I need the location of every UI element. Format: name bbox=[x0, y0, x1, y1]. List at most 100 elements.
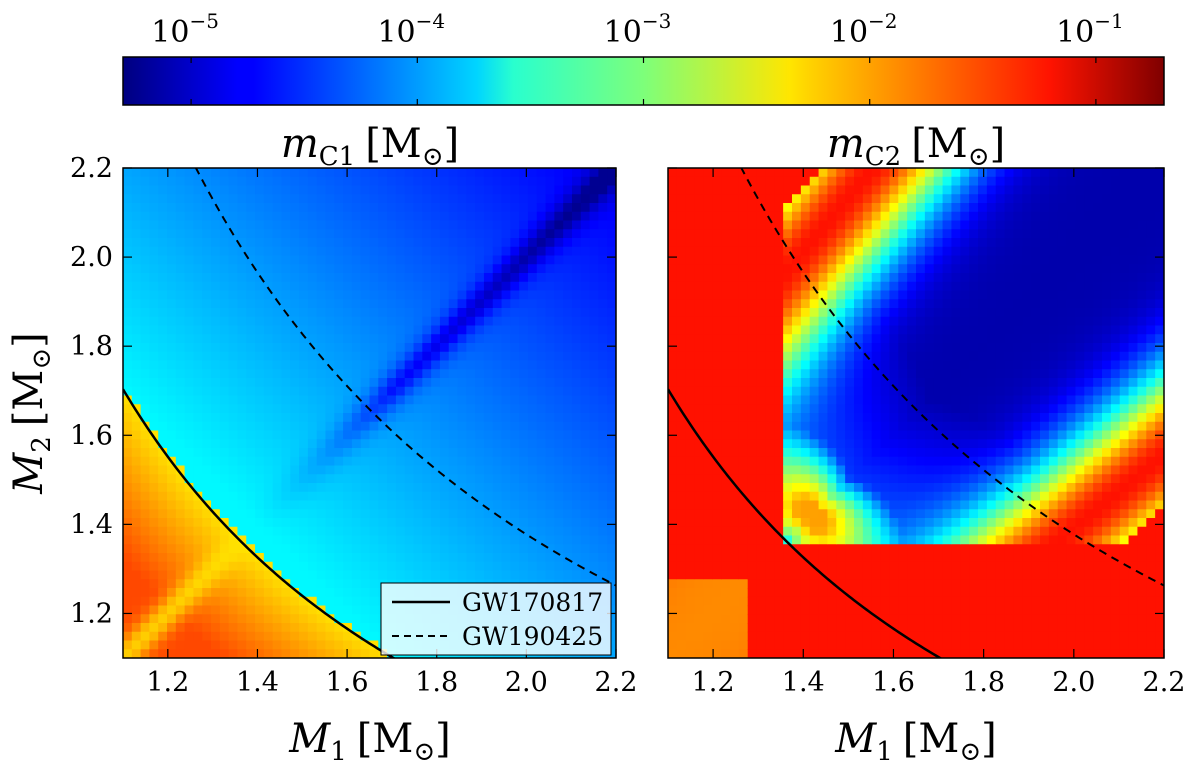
heatmap-cell bbox=[827, 325, 837, 335]
heatmap-cell bbox=[668, 290, 678, 300]
heatmap-cell bbox=[783, 290, 793, 300]
heatmap-cell bbox=[316, 439, 327, 449]
heatmap-cell bbox=[862, 640, 873, 650]
heatmap-cell bbox=[598, 483, 608, 493]
heatmap-cell bbox=[571, 474, 582, 484]
heatmap-cell bbox=[563, 334, 573, 344]
heatmap-cell bbox=[607, 526, 616, 537]
heatmap-cell bbox=[607, 264, 616, 274]
heatmap-cell bbox=[219, 631, 230, 642]
heatmap-cell bbox=[694, 246, 705, 257]
heatmap-cell bbox=[916, 220, 926, 230]
heatmap-cell bbox=[369, 185, 379, 195]
heatmap-cell bbox=[228, 343, 239, 353]
heatmap-cell bbox=[694, 168, 705, 178]
heatmap-cell bbox=[916, 526, 926, 537]
heatmap-cell bbox=[527, 570, 538, 580]
heatmap-cell bbox=[676, 203, 687, 213]
heatmap-cell bbox=[299, 255, 309, 265]
heatmap-cell bbox=[475, 395, 485, 405]
heatmap-cell bbox=[237, 404, 247, 414]
heatmap-cell bbox=[501, 203, 511, 213]
heatmap-cell bbox=[237, 343, 247, 353]
heatmap-cell bbox=[343, 500, 353, 510]
heatmap-cell bbox=[483, 220, 494, 230]
heatmap-cell bbox=[942, 229, 953, 239]
heatmap-cell bbox=[202, 316, 212, 327]
heatmap-cell bbox=[607, 194, 616, 204]
heatmap-cell bbox=[818, 561, 829, 572]
heatmap-cell bbox=[809, 553, 820, 563]
heatmap-cell bbox=[184, 378, 195, 388]
heatmap-cell bbox=[510, 378, 520, 388]
heatmap-cell bbox=[730, 194, 740, 204]
heatmap-cell bbox=[519, 264, 529, 274]
heatmap-cell bbox=[580, 483, 591, 493]
heatmap-cell bbox=[431, 369, 441, 379]
heatmap-cell bbox=[255, 351, 265, 362]
heatmap-cell bbox=[712, 483, 722, 493]
heatmap-cell bbox=[792, 544, 802, 554]
heatmap-cell bbox=[299, 439, 309, 449]
heatmap-cell bbox=[809, 483, 820, 493]
heatmap-cell bbox=[827, 194, 837, 204]
heatmap-cell bbox=[519, 404, 529, 414]
heatmap-cell bbox=[501, 570, 511, 580]
heatmap-cell bbox=[694, 614, 705, 624]
heatmap-cell bbox=[898, 264, 908, 274]
y-tick-label: 1.8 bbox=[70, 331, 113, 362]
heatmap-cell bbox=[668, 553, 678, 563]
heatmap-cell bbox=[184, 430, 195, 440]
heatmap-cell bbox=[721, 421, 731, 432]
heatmap-cell bbox=[827, 474, 837, 484]
heatmap-cell bbox=[721, 579, 731, 589]
heatmap-cell bbox=[351, 518, 362, 528]
heatmap-cell bbox=[519, 299, 529, 309]
heatmap-cell bbox=[149, 273, 159, 283]
heatmap-cell bbox=[175, 343, 186, 353]
heatmap-cell bbox=[880, 194, 891, 204]
heatmap-cell bbox=[483, 176, 494, 187]
heatmap-cell bbox=[316, 640, 327, 650]
heatmap-cell bbox=[818, 640, 829, 650]
heatmap-cell bbox=[703, 281, 713, 292]
heatmap-cell bbox=[123, 588, 133, 598]
heatmap-cell bbox=[140, 203, 151, 213]
heatmap-cell bbox=[140, 211, 151, 222]
heatmap-cell bbox=[818, 623, 829, 633]
heatmap-cell bbox=[685, 456, 696, 467]
heatmap-cell bbox=[685, 500, 696, 510]
panel-mc1: 1.2 1.4 1.6 1.8 2.0 2.21.21.41.61.82.02.2 mC1… bbox=[6, 121, 637, 767]
heatmap-cell bbox=[836, 220, 846, 230]
heatmap-cell bbox=[351, 194, 362, 204]
heatmap-cell bbox=[351, 614, 362, 624]
heatmap-cell bbox=[219, 343, 230, 353]
heatmap-cell bbox=[827, 509, 837, 519]
heatmap-cell bbox=[598, 185, 608, 195]
heatmap-cell bbox=[827, 544, 837, 554]
heatmap-cell bbox=[219, 386, 230, 397]
heatmap-cell bbox=[140, 168, 151, 178]
heatmap-cell bbox=[378, 378, 388, 388]
heatmap-cell bbox=[845, 483, 855, 493]
heatmap-cell bbox=[387, 351, 397, 362]
heatmap-cell bbox=[942, 404, 953, 414]
heatmap-cell bbox=[510, 570, 520, 580]
heatmap-cell bbox=[378, 500, 388, 510]
heatmap-cell bbox=[131, 596, 142, 607]
heatmap-cell bbox=[527, 509, 538, 519]
heatmap-cell bbox=[747, 430, 758, 440]
heatmap-cell bbox=[924, 535, 935, 545]
heatmap-cell bbox=[228, 649, 239, 658]
heatmap-cell bbox=[351, 168, 362, 178]
heatmap-cell bbox=[721, 264, 731, 274]
heatmap-cell bbox=[933, 194, 944, 204]
heatmap-cell bbox=[237, 325, 247, 335]
heatmap-cell bbox=[158, 553, 168, 563]
heatmap-cell bbox=[290, 570, 300, 580]
heatmap-cell bbox=[272, 299, 283, 309]
heatmap-cell bbox=[756, 203, 767, 213]
heatmap-cell bbox=[942, 474, 953, 484]
heatmap-cell bbox=[492, 229, 503, 239]
heatmap-cell bbox=[387, 220, 397, 230]
